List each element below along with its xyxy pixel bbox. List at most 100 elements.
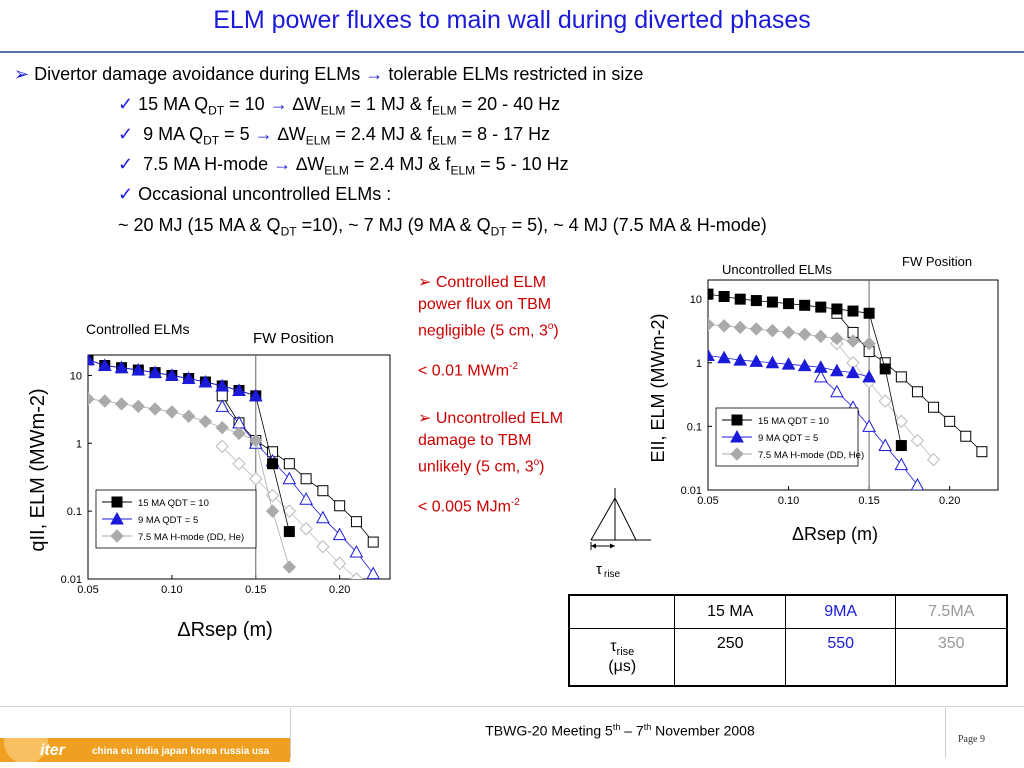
data-point: [708, 317, 715, 332]
data-point-open: [299, 522, 313, 536]
data-point-open: [862, 419, 876, 432]
c1-sub1: DT: [208, 103, 225, 118]
data-point-open: [300, 473, 312, 485]
data-point: [249, 433, 263, 448]
data-point: [283, 526, 295, 538]
data-point: [765, 323, 780, 338]
data-point: [215, 420, 229, 435]
data-point: [749, 322, 764, 336]
arrow-left-icon: [591, 543, 596, 549]
data-point: [799, 299, 811, 311]
data-point: [830, 363, 844, 377]
table-cell-7-5ma: 350: [895, 628, 1008, 687]
data-point: [282, 560, 297, 574]
legend-entry: 9 MA QDT = 5: [138, 515, 198, 526]
data-point: [831, 303, 843, 315]
bullet-arrow-icon: ➢: [14, 64, 30, 84]
data-point-open: [960, 430, 972, 442]
pulse-triangle-diagram: τ rise: [590, 488, 651, 580]
data-point-open: [894, 414, 909, 429]
chart-title: Controlled ELMs: [86, 321, 190, 337]
bullet-check-1: ✓ 15 MA QDT = 10 → ∆WELM = 1 MJ & fELM =…: [118, 93, 560, 118]
x-tick-label: 0.15: [245, 584, 266, 596]
data-point-open: [367, 536, 379, 548]
data-point: [813, 360, 828, 373]
table-cell-15ma: 250: [674, 628, 786, 687]
data-point: [181, 371, 196, 385]
c3-d: = 2.4 MJ & f: [348, 154, 451, 174]
footer-separator: [290, 708, 291, 758]
x-tick-label: 0.05: [77, 584, 98, 596]
c1-sub2: ELM: [320, 103, 346, 118]
note-uncontrolled: ➢ Uncontrolled ELM damage to TBM unlikel…: [418, 408, 618, 519]
data-point: [131, 363, 146, 376]
data-point-open: [232, 457, 246, 471]
note1-end: ): [553, 322, 559, 340]
data-point-open: [316, 539, 330, 554]
x-tick-label: 0.20: [329, 584, 350, 596]
data-point: [781, 357, 796, 370]
y-tick-label: 10: [690, 294, 702, 306]
legend-entry: 7.5 MA H-mode (DD, He): [138, 532, 244, 543]
table-cell-9ma: 550: [784, 628, 897, 687]
table-header-9ma: 9MA: [784, 594, 897, 629]
c1-d: = 1 MJ & f: [345, 94, 432, 114]
data-point-open: [350, 516, 362, 528]
c2-d: = 2.4 MJ & f: [330, 124, 432, 144]
fw-position-label: FW Position: [902, 254, 972, 269]
legend-entry: 7.5 MA H-mode (DD, He): [758, 450, 864, 461]
note1-line1: Controlled ELM: [435, 274, 547, 291]
table-header-7-5ma: 7.5MA: [895, 594, 1008, 629]
x-tick-label: 0.05: [697, 495, 718, 507]
data-point: [765, 355, 780, 369]
data-point-open: [976, 446, 988, 458]
y-tick-label: 0.1: [67, 506, 82, 518]
data-point-open: [215, 439, 229, 454]
data-point-open: [332, 556, 347, 571]
delta-icon: ∆: [292, 94, 304, 114]
delta-icon: ∆: [296, 154, 308, 174]
data-point: [148, 365, 162, 379]
y-tick-label: 1: [76, 438, 82, 450]
unc-sub1: DT: [280, 224, 297, 239]
note1-line3: negligible (5 cm, 3: [418, 322, 548, 340]
data-point: [797, 358, 812, 372]
data-point-open: [895, 371, 907, 383]
data-point-open: [928, 401, 940, 413]
data-point: [708, 348, 715, 362]
bullet-check-4: ✓ Occasional uncontrolled ELMs :: [118, 183, 391, 205]
plot-frame: [707, 279, 999, 491]
data-point-open: [299, 492, 313, 505]
unc-a: ~ 20 MJ (15 MA & Q: [118, 215, 281, 235]
data-point: [88, 355, 95, 366]
x-axis-label: ΔRsep (m): [177, 619, 273, 641]
pulse-fall: [614, 497, 637, 541]
data-point-open: [878, 394, 892, 408]
legend-marker: [730, 447, 744, 461]
footer-divider: [0, 706, 1024, 707]
table-row-unit: (μs): [608, 658, 637, 676]
right-arrow-icon: →: [254, 124, 273, 144]
data-point-open: [317, 485, 329, 497]
unc-sub2: DT: [490, 224, 507, 239]
data-point-open: [249, 472, 263, 486]
note1-value: < 0.01 MWm: [418, 362, 510, 380]
note2-line3: unlikely (5 cm, 3: [418, 458, 534, 476]
data-point: [766, 296, 778, 308]
tau-symbol: τ: [610, 637, 617, 655]
check-icon: ✓: [118, 184, 134, 204]
note2-value: < 0.005 MJm: [418, 498, 511, 516]
tau-symbol: τ: [596, 561, 602, 578]
c2-sub2: ELM: [305, 133, 331, 148]
table-row-label: τrise (μs): [568, 628, 676, 687]
footer-meeting: TBWG-20 Meeting 5th – 7th November 2008: [300, 722, 940, 739]
data-point: [863, 307, 875, 319]
data-point: [98, 394, 112, 408]
c3-e: = 5 - 10 Hz: [475, 154, 569, 174]
c3-sub2: ELM: [324, 163, 349, 178]
tau-rise-table: 15 MA 9MA 7.5MA τrise (μs) 250 550 350: [568, 594, 1008, 687]
check-icon: ✓: [118, 94, 134, 114]
data-point: [114, 397, 129, 411]
logo-text: iter: [40, 742, 66, 759]
data-point-open: [910, 477, 925, 490]
